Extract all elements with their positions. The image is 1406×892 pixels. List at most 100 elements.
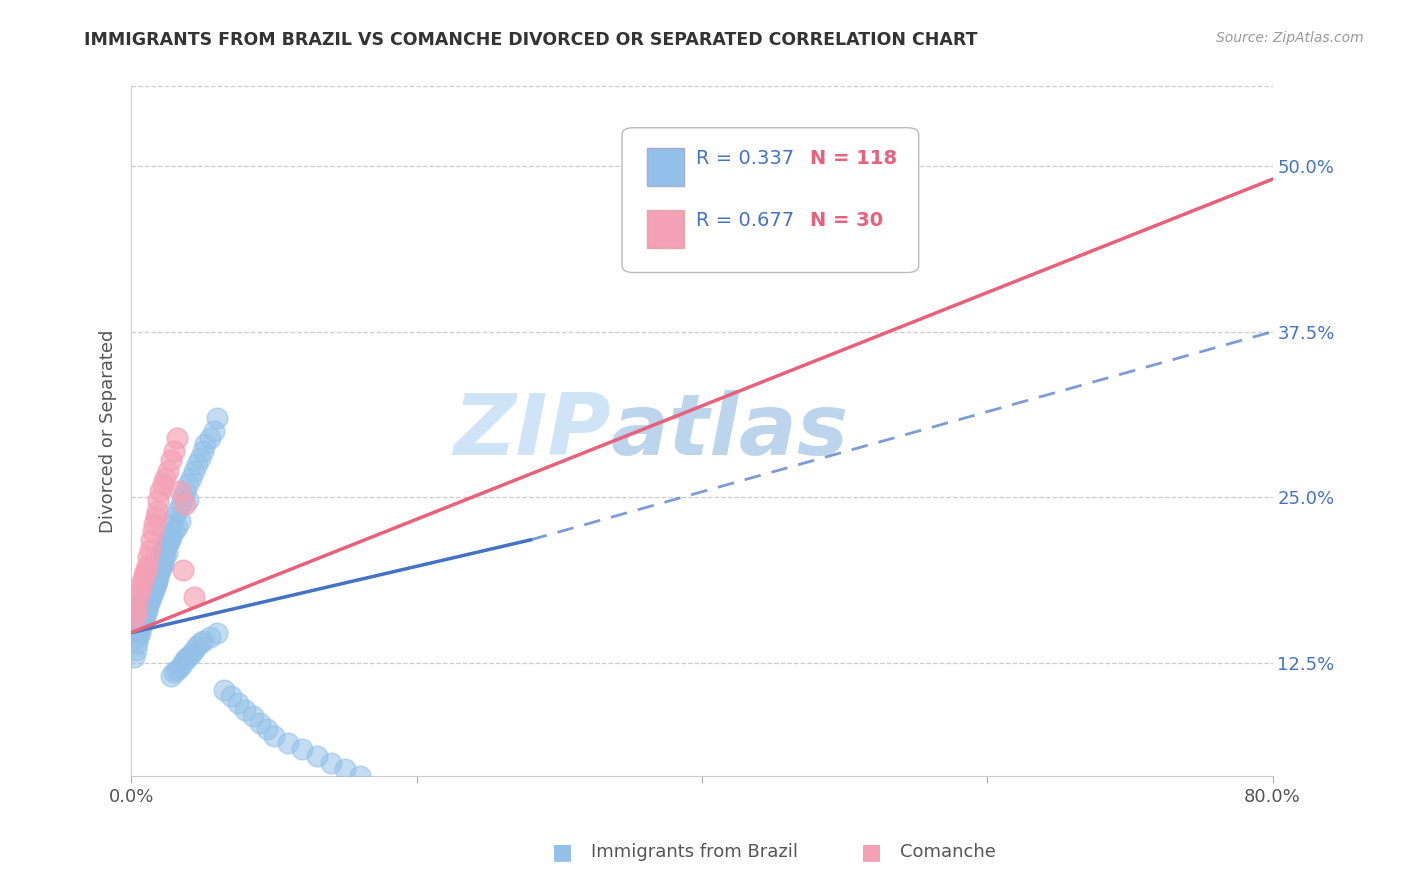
- Point: [166, 519, 188, 533]
- Text: R = 0.337: R = 0.337: [696, 149, 794, 169]
- Point: [188, 450, 211, 465]
- Point: [142, 524, 165, 538]
- Text: R = 0.677: R = 0.677: [696, 211, 794, 230]
- Point: [149, 483, 172, 498]
- Point: [142, 583, 165, 598]
- Point: [132, 590, 155, 604]
- Point: [134, 599, 156, 614]
- Point: [198, 630, 221, 644]
- Point: [149, 563, 172, 577]
- Point: [163, 524, 186, 538]
- Point: [155, 543, 177, 558]
- Point: [134, 607, 156, 621]
- Point: [124, 623, 146, 637]
- Point: [166, 503, 188, 517]
- Point: [174, 652, 197, 666]
- Point: [183, 464, 205, 478]
- Point: [146, 573, 169, 587]
- Point: [194, 437, 217, 451]
- Point: [128, 603, 150, 617]
- Point: [205, 410, 228, 425]
- Point: [172, 491, 194, 505]
- Point: [177, 493, 200, 508]
- Point: [139, 594, 162, 608]
- Text: ■: ■: [862, 842, 882, 862]
- Text: ■: ■: [553, 842, 572, 862]
- Point: [186, 639, 208, 653]
- Point: [129, 620, 152, 634]
- Point: [169, 660, 191, 674]
- Point: [131, 607, 153, 621]
- Point: [170, 497, 193, 511]
- Point: [256, 723, 278, 737]
- Point: [146, 559, 169, 574]
- Point: [152, 543, 174, 558]
- Point: [163, 665, 186, 680]
- Point: [136, 597, 159, 611]
- Point: [127, 625, 149, 640]
- Point: [132, 612, 155, 626]
- Point: [139, 576, 162, 591]
- Point: [172, 656, 194, 670]
- Point: [305, 748, 328, 763]
- Point: [180, 470, 202, 484]
- Point: [138, 594, 160, 608]
- Text: Immigrants from Brazil: Immigrants from Brazil: [591, 843, 797, 861]
- Point: [122, 616, 145, 631]
- Point: [131, 594, 153, 608]
- Point: [177, 477, 200, 491]
- Text: ZIP: ZIP: [453, 390, 610, 473]
- Point: [191, 633, 214, 648]
- Point: [125, 636, 148, 650]
- Point: [138, 550, 160, 565]
- Point: [157, 537, 180, 551]
- Point: [142, 586, 165, 600]
- Y-axis label: Divorced or Separated: Divorced or Separated: [100, 329, 117, 533]
- FancyBboxPatch shape: [647, 148, 683, 186]
- Point: [129, 609, 152, 624]
- Point: [138, 581, 160, 595]
- Point: [349, 769, 371, 783]
- Text: Comanche: Comanche: [900, 843, 995, 861]
- FancyBboxPatch shape: [621, 128, 918, 273]
- Point: [131, 616, 153, 631]
- Point: [134, 563, 156, 577]
- Point: [163, 444, 186, 458]
- Point: [129, 576, 152, 591]
- Point: [128, 625, 150, 640]
- Point: [152, 477, 174, 491]
- Point: [136, 603, 159, 617]
- Point: [141, 586, 163, 600]
- Point: [155, 470, 177, 484]
- Point: [153, 550, 176, 565]
- Point: [174, 483, 197, 498]
- Point: [143, 516, 166, 531]
- Point: [127, 612, 149, 626]
- Point: [124, 607, 146, 621]
- Point: [136, 559, 159, 574]
- Point: [319, 756, 342, 770]
- Point: [205, 625, 228, 640]
- Point: [169, 483, 191, 498]
- Point: [149, 550, 172, 565]
- Point: [128, 583, 150, 598]
- Point: [277, 736, 299, 750]
- Point: [226, 696, 249, 710]
- Point: [122, 603, 145, 617]
- Point: [188, 636, 211, 650]
- Point: [124, 609, 146, 624]
- Point: [152, 557, 174, 571]
- Point: [177, 649, 200, 664]
- Point: [166, 663, 188, 677]
- Point: [163, 510, 186, 524]
- Point: [141, 533, 163, 547]
- Point: [132, 567, 155, 582]
- Point: [125, 607, 148, 621]
- Point: [159, 533, 181, 547]
- Point: [186, 457, 208, 471]
- Point: [156, 537, 179, 551]
- Point: [249, 715, 271, 730]
- Point: [149, 563, 172, 577]
- Point: [156, 546, 179, 560]
- Point: [183, 590, 205, 604]
